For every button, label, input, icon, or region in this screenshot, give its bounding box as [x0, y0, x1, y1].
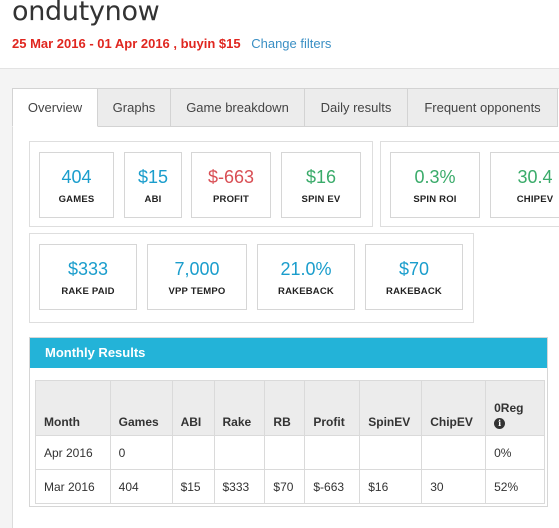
monthly-results-title: Monthly Results — [30, 338, 547, 368]
table-cell: $15 — [171, 469, 215, 504]
table-row: Mar 2016 404 $15 $333 $70 $-663 $16 30 5… — [35, 469, 545, 504]
stats-group-rake: $333 RAKE PAID 7,000 VPP TEMPO 21.0% RAK… — [29, 233, 474, 323]
stat-value: 21.0% — [280, 259, 332, 279]
column-header[interactable]: ChipEV — [421, 380, 487, 436]
table-cell: 0% — [485, 435, 545, 470]
stat-label: PROFIT — [212, 194, 250, 205]
table-cell: $16 — [359, 469, 423, 504]
tab-panel: Overview Graphs Game breakdown Daily res… — [12, 88, 559, 528]
column-header[interactable]: Rake — [213, 380, 266, 436]
stat-label: GAMES — [58, 194, 95, 205]
table-cell: 30 — [421, 469, 487, 504]
monthly-results-panel: Monthly Results Month Games ABI Rake RB … — [29, 337, 548, 507]
table-cell: $-663 — [304, 469, 361, 504]
table-cell — [359, 435, 423, 470]
stat-value: 0.3% — [414, 167, 456, 187]
tab-frequent-opponents[interactable]: Frequent opponents — [408, 88, 558, 127]
stat-value: 30.4 — [517, 167, 553, 187]
stats-group-main: 404 GAMES $15 ABI $-663 PROFIT $16 SPIN … — [29, 141, 373, 227]
stat-card-games: 404 GAMES — [39, 152, 114, 218]
stat-label: VPP TEMPO — [168, 286, 226, 297]
table-cell: Apr 2016 — [35, 435, 111, 470]
stat-label: RAKEBACK — [278, 286, 334, 297]
column-header[interactable]: Games — [109, 380, 173, 436]
stat-card-chipev: 30.4 CHIPEV — [490, 152, 559, 218]
table-cell: $70 — [264, 469, 306, 504]
column-header[interactable]: Month — [35, 380, 111, 436]
stat-card-spin-ev: $16 SPIN EV — [281, 152, 361, 218]
table-cell — [171, 435, 215, 470]
stat-card-spin-roi: 0.3% SPIN ROI — [390, 152, 480, 218]
stat-value: $70 — [398, 259, 430, 279]
table-header-row: Month Games ABI Rake RB Profit SpinEV Ch… — [35, 380, 545, 436]
change-filters-link[interactable]: Change filters — [251, 36, 332, 51]
stat-value: $15 — [137, 167, 169, 187]
stat-card-vpp-tempo: 7,000 VPP TEMPO — [147, 244, 247, 310]
stat-value: $16 — [305, 167, 337, 187]
info-icon[interactable]: i — [494, 418, 506, 429]
column-header[interactable]: RB — [264, 380, 306, 436]
table-cell: 404 — [109, 469, 173, 504]
stat-label: CHIPEV — [516, 194, 554, 205]
column-header-0reg[interactable]: 0Reg i — [485, 380, 545, 436]
filter-summary: 25 Mar 2016 - 01 Apr 2016 , buyin $15 Ch… — [12, 36, 331, 51]
column-header[interactable]: Profit — [304, 380, 361, 436]
stat-label: RAKEBACK — [386, 286, 442, 297]
stat-card-profit: $-663 PROFIT — [191, 152, 271, 218]
tab-bar: Overview Graphs Game breakdown Daily res… — [12, 88, 559, 127]
column-header[interactable]: SpinEV — [359, 380, 423, 436]
stat-card-rakeback-pct: 21.0% RAKEBACK — [257, 244, 355, 310]
table-cell — [421, 435, 487, 470]
stat-label: SPIN EV — [301, 194, 341, 205]
page-title: ondutynow — [12, 0, 160, 27]
stat-value: 7,000 — [174, 259, 220, 279]
table-cell: 52% — [485, 469, 545, 504]
table-cell — [213, 435, 266, 470]
table-cell: 0 — [109, 435, 173, 470]
table-cell: Mar 2016 — [35, 469, 111, 504]
column-header[interactable]: ABI — [171, 380, 215, 436]
table-cell — [264, 435, 306, 470]
stat-value: $333 — [67, 259, 109, 279]
table-row: Apr 2016 0 0% — [35, 435, 545, 470]
tab-graphs[interactable]: Graphs — [98, 88, 171, 127]
stat-label: SPIN ROI — [413, 194, 457, 205]
stats-group-ev: 0.3% SPIN ROI 30.4 CHIPEV — [380, 141, 559, 227]
filter-text: 25 Mar 2016 - 01 Apr 2016 , buyin $15 — [12, 36, 241, 51]
stat-card-rake-paid: $333 RAKE PAID — [39, 244, 137, 310]
table-cell: $333 — [213, 469, 266, 504]
tab-overview[interactable]: Overview — [12, 88, 98, 127]
stat-label: RAKE PAID — [61, 286, 115, 297]
stat-value: 404 — [61, 167, 92, 187]
stat-card-rakeback-amount: $70 RAKEBACK — [365, 244, 463, 310]
tab-daily-results[interactable]: Daily results — [305, 88, 408, 127]
table-cell — [304, 435, 361, 470]
stat-label: ABI — [144, 194, 162, 205]
stat-value: $-663 — [207, 167, 255, 187]
column-header-label: 0Reg — [494, 401, 524, 415]
tab-game-breakdown[interactable]: Game breakdown — [171, 88, 305, 127]
monthly-results-table: Month Games ABI Rake RB Profit SpinEV Ch… — [35, 380, 545, 504]
page-header: ondutynow 25 Mar 2016 - 01 Apr 2016 , bu… — [0, 0, 559, 69]
stat-card-abi: $15 ABI — [124, 152, 182, 218]
